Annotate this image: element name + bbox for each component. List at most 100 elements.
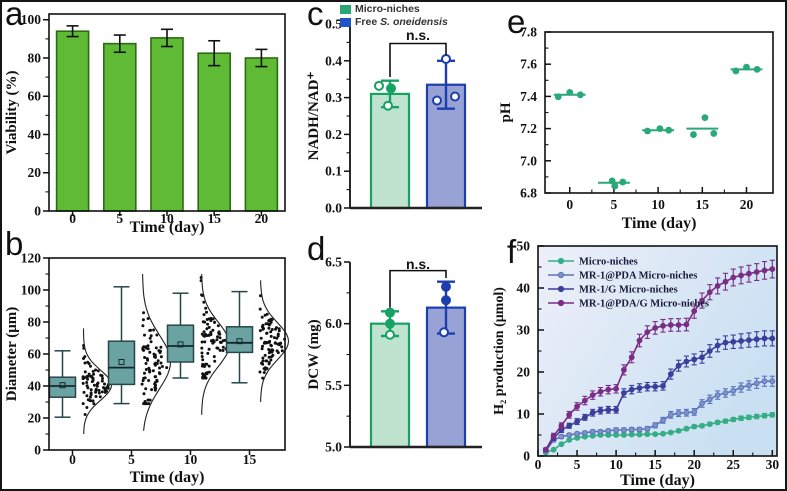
svg-text:Time (day): Time (day) [620, 472, 695, 489]
svg-text:MR-1/G Micro-niches: MR-1/G Micro-niches [579, 285, 678, 296]
legend-label-micro-niches: Micro-niches [355, 3, 420, 15]
panel-e-ph: e 6.8 7.0 7.2 7.4 7.6 7.8 0 5 10 15 20 Time (day) pH [492, 2, 785, 232]
svg-text:0: 0 [69, 211, 76, 226]
svg-text:0: 0 [69, 452, 76, 467]
legend-label-species: S. oneidensis [380, 16, 448, 28]
svg-text:7.8: 7.8 [520, 25, 537, 40]
panel-d-dcw: d 5.0 5.5 6.0 6.5 n.s. DCW (mg) [306, 230, 492, 489]
svg-text:10: 10 [517, 407, 531, 422]
svg-text:Time (day): Time (day) [130, 219, 205, 236]
svg-text:Micro-niches: Micro-niches [579, 257, 638, 268]
panel-b-diameter: b 0 5 10 15 0 20 40 60 80 100 120 Time (day) Diamete… [4, 225, 304, 489]
svg-text:0: 0 [523, 449, 530, 464]
legend-label-free-oneidensis: Free S. oneidensis [355, 16, 448, 29]
legend-item-free-oneidensis: Free S. oneidensis [340, 16, 448, 29]
svg-text:15: 15 [207, 211, 221, 226]
svg-text:Time (day): Time (day) [622, 215, 697, 232]
ph-scatter-plot: 6.8 7.0 7.2 7.4 7.6 7.8 0 5 10 15 20 Time (day) pH [498, 25, 774, 232]
svg-text:Diameter (μm): Diameter (μm) [4, 307, 20, 401]
svg-text:20: 20 [28, 165, 42, 180]
svg-text:7.0: 7.0 [520, 153, 537, 168]
nadh-ratio-bar-chart: 0.0 0.1 0.2 0.3 0.4 0.5 n.s. NADH/NAD⁺ [306, 17, 482, 216]
svg-text:H₂ production (μmol): H₂ production (μmol) [492, 287, 507, 415]
svg-text:5: 5 [574, 457, 581, 472]
svg-text:7.6: 7.6 [520, 57, 537, 72]
svg-text:5.5: 5.5 [325, 378, 342, 393]
panel-a-letter: a [5, 0, 24, 32]
svg-text:40: 40 [28, 127, 42, 142]
svg-text:20: 20 [687, 457, 701, 472]
svg-text:5: 5 [116, 211, 123, 226]
svg-text:7.4: 7.4 [520, 89, 537, 104]
svg-text:20: 20 [28, 411, 42, 426]
svg-text:6.0: 6.0 [325, 316, 342, 331]
svg-text:50: 50 [517, 239, 531, 254]
panel-b-letter: b [5, 225, 24, 262]
svg-text:10: 10 [651, 197, 665, 212]
svg-text:0.3: 0.3 [325, 90, 342, 105]
svg-text:80: 80 [28, 315, 42, 330]
legend-micro-vs-free: Micro-niches Free S. oneidensis [340, 3, 448, 29]
dcw-bar-chart: 5.0 5.5 6.0 6.5 n.s. DCW (mg) [306, 255, 482, 455]
panel-c-nadh: c Micro-niches Free S. oneidensis 0.0 0.1… [306, 2, 492, 232]
svg-text:6.8: 6.8 [520, 186, 537, 201]
svg-text:15: 15 [696, 197, 710, 212]
svg-text:n.s.: n.s. [406, 27, 430, 43]
svg-text:20: 20 [255, 211, 269, 226]
svg-text:80: 80 [28, 50, 42, 65]
green-swatch-icon [340, 5, 351, 14]
panel-e-letter: e [507, 3, 526, 40]
legend-item-micro-niches: Micro-niches [340, 3, 448, 16]
svg-text:5: 5 [128, 452, 135, 467]
svg-text:NADH/NAD⁺: NADH/NAD⁺ [306, 72, 322, 161]
svg-text:20: 20 [517, 365, 531, 380]
svg-text:0: 0 [34, 204, 41, 219]
svg-text:10: 10 [160, 211, 174, 226]
svg-text:30: 30 [517, 323, 531, 338]
svg-text:0.4: 0.4 [325, 53, 342, 68]
svg-text:0.0: 0.0 [325, 201, 342, 216]
svg-text:100: 100 [21, 283, 42, 298]
svg-text:0: 0 [34, 443, 41, 458]
svg-text:Time (day): Time (day) [130, 469, 205, 486]
svg-text:25: 25 [727, 457, 741, 472]
svg-text:6.5: 6.5 [325, 255, 342, 270]
svg-text:0: 0 [535, 457, 542, 472]
svg-text:60: 60 [28, 347, 42, 362]
svg-text:7.2: 7.2 [520, 121, 537, 136]
svg-text:40: 40 [28, 379, 42, 394]
svg-text:30: 30 [766, 457, 780, 472]
svg-text:n.s.: n.s. [406, 256, 430, 272]
svg-text:5: 5 [611, 197, 618, 212]
svg-text:10: 10 [184, 452, 198, 467]
svg-text:60: 60 [28, 89, 42, 104]
panel-a-viability: a 0 5 10 15 20 0 20 40 60 80 100 Time (day) Viabilit… [4, 0, 304, 236]
panel-f-letter: f [507, 233, 517, 270]
panel-d-letter: d [307, 230, 326, 267]
panel-c-letter: c [307, 0, 324, 32]
svg-text:15: 15 [243, 452, 257, 467]
svg-text:MR-1@PDA/G Micro-niches: MR-1@PDA/G Micro-niches [579, 299, 709, 310]
svg-text:0.5: 0.5 [325, 17, 342, 32]
diameter-boxplot: 0 5 10 15 0 20 40 60 80 100 120 Time (day) Diameter … [4, 251, 290, 486]
h2-production-line-chart: 0 10 20 30 40 50 0 5 10 15 20 25 30 Micro-niches MR-1@… [492, 239, 780, 490]
svg-text:120: 120 [21, 251, 42, 266]
svg-text:20: 20 [740, 197, 754, 212]
svg-text:10: 10 [609, 457, 623, 472]
blue-swatch-icon [340, 18, 351, 27]
svg-text:40: 40 [517, 281, 531, 296]
panel-f-h2-production: f 0 10 20 30 40 50 0 5 10 15 20 25 30 Micro-niches MR-… [492, 232, 785, 489]
svg-text:0: 0 [566, 197, 573, 212]
viability-bar-chart: 0 5 10 15 20 0 20 40 60 80 100 Time (day) Viability … [4, 12, 286, 236]
svg-text:Viability (%): Viability (%) [4, 70, 20, 154]
svg-text:100: 100 [21, 12, 42, 27]
legend-label-prefix: Free [355, 16, 381, 28]
svg-text:MR-1@PDA Micro-niches: MR-1@PDA Micro-niches [579, 271, 697, 282]
svg-text:15: 15 [648, 457, 662, 472]
svg-text:5.0: 5.0 [325, 440, 342, 455]
svg-text:pH: pH [498, 102, 514, 122]
svg-text:0.1: 0.1 [325, 164, 342, 179]
svg-text:0.2: 0.2 [325, 127, 342, 142]
svg-text:DCW (mg): DCW (mg) [306, 319, 322, 389]
